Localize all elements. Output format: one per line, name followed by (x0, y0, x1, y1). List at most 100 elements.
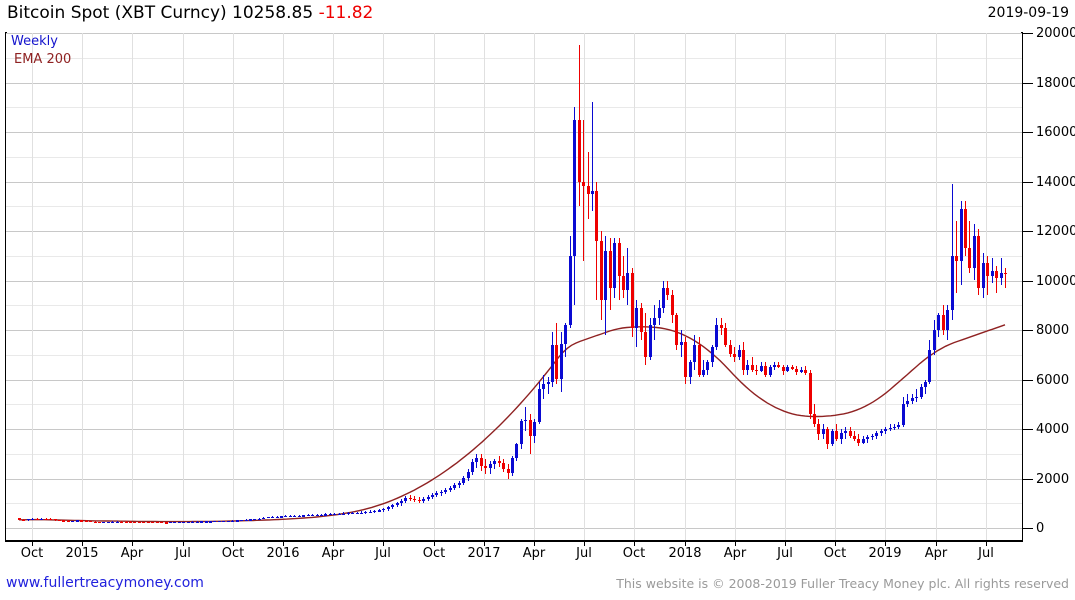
candle-body (440, 491, 443, 494)
candle-body (316, 514, 319, 517)
candle-body (418, 499, 421, 501)
candle-body (618, 243, 621, 276)
candle-body (982, 263, 985, 288)
gridline-10000 (6, 281, 1022, 282)
candle-body (671, 295, 674, 316)
candle-body (977, 235, 980, 288)
site-url[interactable]: www.fullertreacymoney.com (6, 575, 204, 591)
x-tick-Jul (183, 541, 184, 546)
candle-body (498, 461, 501, 464)
candle-body (635, 307, 638, 328)
candle-body (751, 364, 754, 370)
candle-body (85, 520, 88, 522)
candle-body (475, 458, 478, 463)
x-axis-label: 2018 (668, 546, 702, 561)
candle-body (22, 519, 25, 521)
candle-body (102, 522, 105, 524)
candle-body (711, 347, 714, 363)
candle-body (120, 521, 123, 523)
x-axis-label: Oct (823, 546, 847, 561)
x-axis-label: Apr (522, 546, 546, 561)
chart-header: Bitcoin Spot (XBT Curncy) 10258.85 -11.8… (0, 0, 1075, 26)
candle-wick (592, 102, 593, 212)
candle-body (640, 307, 643, 333)
candle-body (431, 495, 434, 498)
vertical-gridline (785, 33, 786, 540)
page-title: Bitcoin Spot (XBT Curncy) 10258.85 -11.8… (7, 3, 373, 23)
vertical-gridline (986, 33, 987, 540)
y-tick-6000 (1023, 380, 1033, 381)
candle-body (991, 270, 994, 276)
y-tick-4000 (1023, 429, 1033, 430)
candle-body (733, 353, 736, 358)
candle-body (889, 427, 892, 429)
candle-body (1004, 273, 1007, 275)
candle-body (351, 513, 354, 515)
x-tick-Oct (233, 541, 234, 546)
candle-body (813, 414, 816, 425)
candle-body (840, 432, 843, 439)
gridline-minor-9000 (6, 305, 1022, 306)
candle-body (849, 431, 852, 437)
x-tick-Jul (986, 541, 987, 546)
candle-body (924, 381, 927, 387)
candle-body (249, 519, 252, 521)
candle-body (973, 235, 976, 269)
candle-body (538, 389, 541, 422)
plot-area[interactable] (6, 33, 1022, 540)
candle-body (564, 325, 567, 344)
candle-body (205, 521, 208, 523)
x-axis-label: Oct (622, 546, 646, 561)
candle-body (986, 263, 989, 276)
x-tick-Apr (333, 541, 334, 546)
gridline-2000 (6, 479, 1022, 480)
candle-body (933, 330, 936, 350)
candle-body (951, 255, 954, 311)
x-axis-label: Jul (978, 546, 994, 561)
x-axis-label: Apr (120, 546, 144, 561)
candle-body (173, 522, 176, 524)
x-tick-2015 (82, 541, 83, 546)
x-axis-label: Jul (777, 546, 793, 561)
candle-body (746, 364, 749, 370)
candle-body (129, 521, 132, 523)
axis-bottom-border (5, 540, 1023, 542)
x-tick-Jul (383, 541, 384, 546)
gridline-16000 (6, 132, 1022, 133)
candle-body (835, 431, 838, 439)
candle-wick (485, 458, 486, 474)
gridline-minor-7000 (6, 355, 1022, 356)
x-tick-Oct (634, 541, 635, 546)
candle-body (76, 520, 79, 522)
x-axis-label: Oct (20, 546, 44, 561)
price-series-layer (6, 33, 1022, 540)
candle-body (773, 364, 776, 368)
vertical-gridline (183, 33, 184, 540)
gridline-12000 (6, 231, 1022, 232)
x-tick-Oct (434, 541, 435, 546)
candle-body (484, 466, 487, 469)
candle-wick (916, 389, 917, 402)
gridline-minor-3000 (6, 454, 1022, 455)
price-change: -11.82 (318, 3, 374, 23)
candle-body (658, 307, 661, 318)
candle-body (453, 485, 456, 489)
y-axis-label: 6000 (1036, 373, 1070, 388)
x-tick-Apr (936, 541, 937, 546)
candle-body (742, 349, 745, 370)
gridline-minor-15000 (6, 157, 1022, 158)
candle-body (258, 518, 261, 520)
candle-wick (756, 364, 757, 375)
candle-body (111, 521, 114, 523)
vertical-gridline (233, 33, 234, 540)
candle-body (493, 461, 496, 465)
candle-body (800, 369, 803, 373)
candle-body (165, 522, 168, 524)
candle-body (107, 521, 110, 524)
y-axis-label: 10000 (1036, 274, 1075, 289)
x-axis-label: 2015 (65, 546, 99, 561)
candle-body (529, 419, 532, 437)
candle-body (791, 367, 794, 370)
candle-body (653, 317, 656, 326)
candle-body (324, 514, 327, 516)
